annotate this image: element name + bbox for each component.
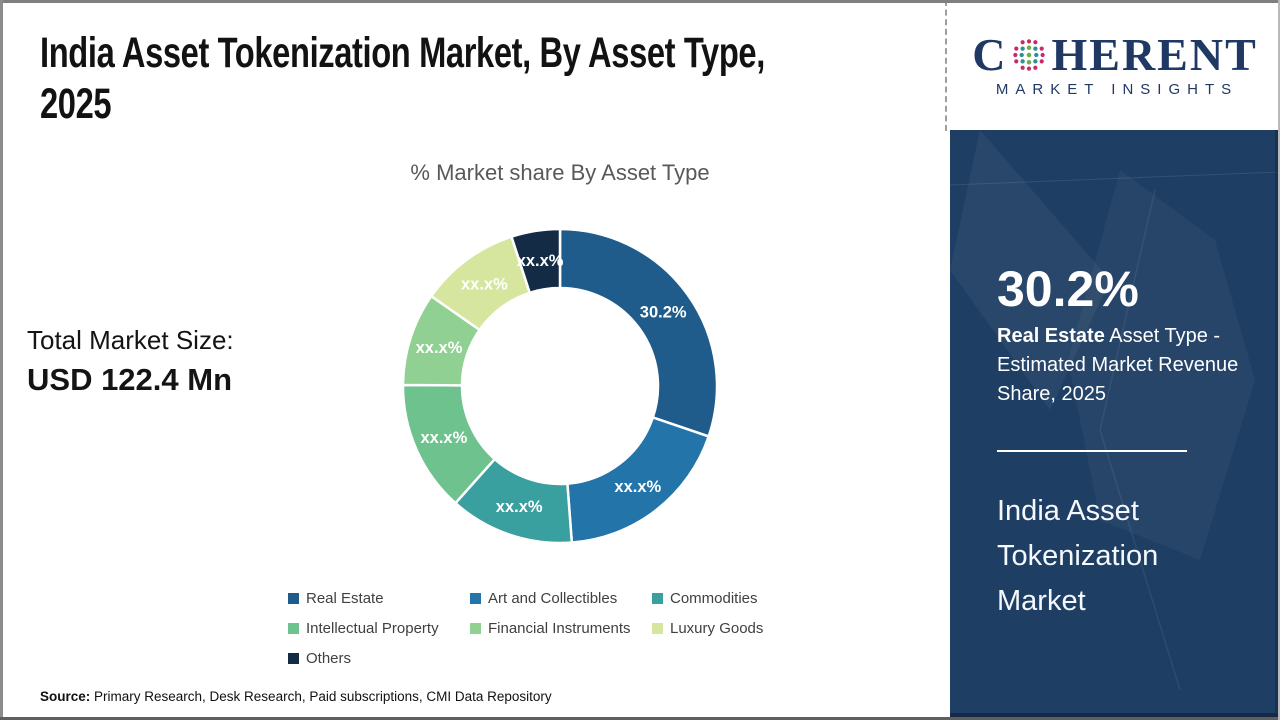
legend-item-art-and-collectibles: Art and Collectibles bbox=[470, 583, 652, 613]
sidebar-divider bbox=[997, 450, 1187, 452]
page-title-line1: India Asset Tokenization Market, By Asse… bbox=[40, 29, 765, 77]
legend-item-financial-instruments: Financial Instruments bbox=[470, 613, 652, 643]
legend-item-luxury-goods: Luxury Goods bbox=[652, 613, 834, 643]
legend-label: Commodities bbox=[670, 589, 758, 607]
donut-label-financial-instruments: xx.x% bbox=[416, 339, 463, 357]
chart-legend: Real Estate Art and Collectibles Commoditi… bbox=[288, 583, 848, 673]
donut-label-real-estate: 30.2% bbox=[640, 304, 687, 322]
legend-swatch-intellectual-property bbox=[288, 623, 299, 634]
sidebar-stat-rest: Asset Type - Estimated Market Revenue Sh… bbox=[997, 325, 1239, 405]
total-market-label: Total Market Size: bbox=[27, 325, 234, 355]
legend-label: Art and Collectibles bbox=[488, 589, 618, 607]
globe-dots-icon bbox=[1013, 39, 1046, 71]
sidebar-background bbox=[950, 130, 1280, 720]
legend-swatch-financial-instruments bbox=[470, 623, 481, 634]
legend-swatch-art-and-collectibles bbox=[470, 593, 481, 604]
total-market-size: Total Market Size: USD 122.4 Mn bbox=[27, 325, 234, 398]
legend-label: Intellectual Property bbox=[306, 619, 439, 637]
page-border-right bbox=[1278, 0, 1280, 720]
legend-label: Financial Instruments bbox=[488, 619, 631, 637]
sidebar-bottom-strip bbox=[950, 713, 1280, 720]
legend-swatch-commodities bbox=[652, 593, 663, 604]
sidebar-stat-description: Real Estate Asset Type - Estimated Marke… bbox=[997, 322, 1242, 409]
donut-label-art-and-collectibles: xx.x% bbox=[614, 478, 661, 496]
legend-label: Real Estate bbox=[306, 589, 384, 607]
source-label: Source: bbox=[40, 689, 91, 704]
legend-swatch-luxury-goods bbox=[652, 623, 663, 634]
legend-swatch-real-estate bbox=[288, 593, 299, 604]
sidebar-report-title: India Asset Tokenization Market bbox=[997, 495, 1159, 617]
legend-label: Others bbox=[306, 649, 352, 667]
donut-chart: 30.2% xx.x% xx.x% xx.x% xx.x% xx.x% xx.x% bbox=[401, 227, 719, 545]
legend-item-commodities: Commodities bbox=[652, 583, 834, 613]
sidebar-stat-highlight: Real Estate bbox=[997, 325, 1105, 347]
dashed-divider bbox=[945, 0, 947, 131]
donut-label-others: xx.x% bbox=[517, 252, 564, 270]
page-border-top bbox=[0, 0, 1280, 3]
sidebar-stat-value: 30.2% bbox=[997, 261, 1139, 317]
page-border-left bbox=[0, 0, 3, 720]
logo-word-rest: HERENT bbox=[1051, 29, 1258, 80]
logo-subtitle: MARKET INSIGHTS bbox=[995, 81, 1239, 98]
legend-item-others: Others bbox=[288, 643, 470, 673]
donut-segment-real-estate bbox=[558, 227, 719, 438]
legend-item-intellectual-property: Intellectual Property bbox=[288, 613, 470, 643]
donut-segment-others bbox=[509, 227, 562, 295]
page-title: India Asset Tokenization Market, By Asse… bbox=[40, 28, 765, 130]
sidebar-edge-shade bbox=[1275, 130, 1280, 720]
donut-label-luxury-goods: xx.x% bbox=[461, 276, 508, 294]
total-market-value: USD 122.4 Mn bbox=[27, 362, 233, 397]
chart-title: % Market share By Asset Type bbox=[410, 160, 710, 185]
legend-swatch-others bbox=[288, 653, 299, 664]
donut-label-intellectual-property: xx.x% bbox=[421, 429, 468, 447]
sidebar: C HERENT bbox=[950, 0, 1280, 720]
source-text: Primary Research, Desk Research, Paid su… bbox=[90, 689, 552, 704]
page-border-bottom bbox=[0, 717, 1280, 720]
source-line: Source: Primary Research, Desk Research,… bbox=[40, 689, 552, 704]
india-map-texture-icon bbox=[950, 130, 1280, 691]
logo: C HERENT bbox=[950, 0, 1280, 130]
legend-item-real-estate: Real Estate bbox=[288, 583, 470, 613]
page-title-line2: 2025 bbox=[40, 80, 112, 128]
legend-label: Luxury Goods bbox=[670, 619, 764, 637]
logo-letter-c: C bbox=[972, 29, 1008, 80]
donut-label-commodities: xx.x% bbox=[496, 498, 543, 516]
logo-wordmark: C HERENT bbox=[972, 32, 1258, 78]
